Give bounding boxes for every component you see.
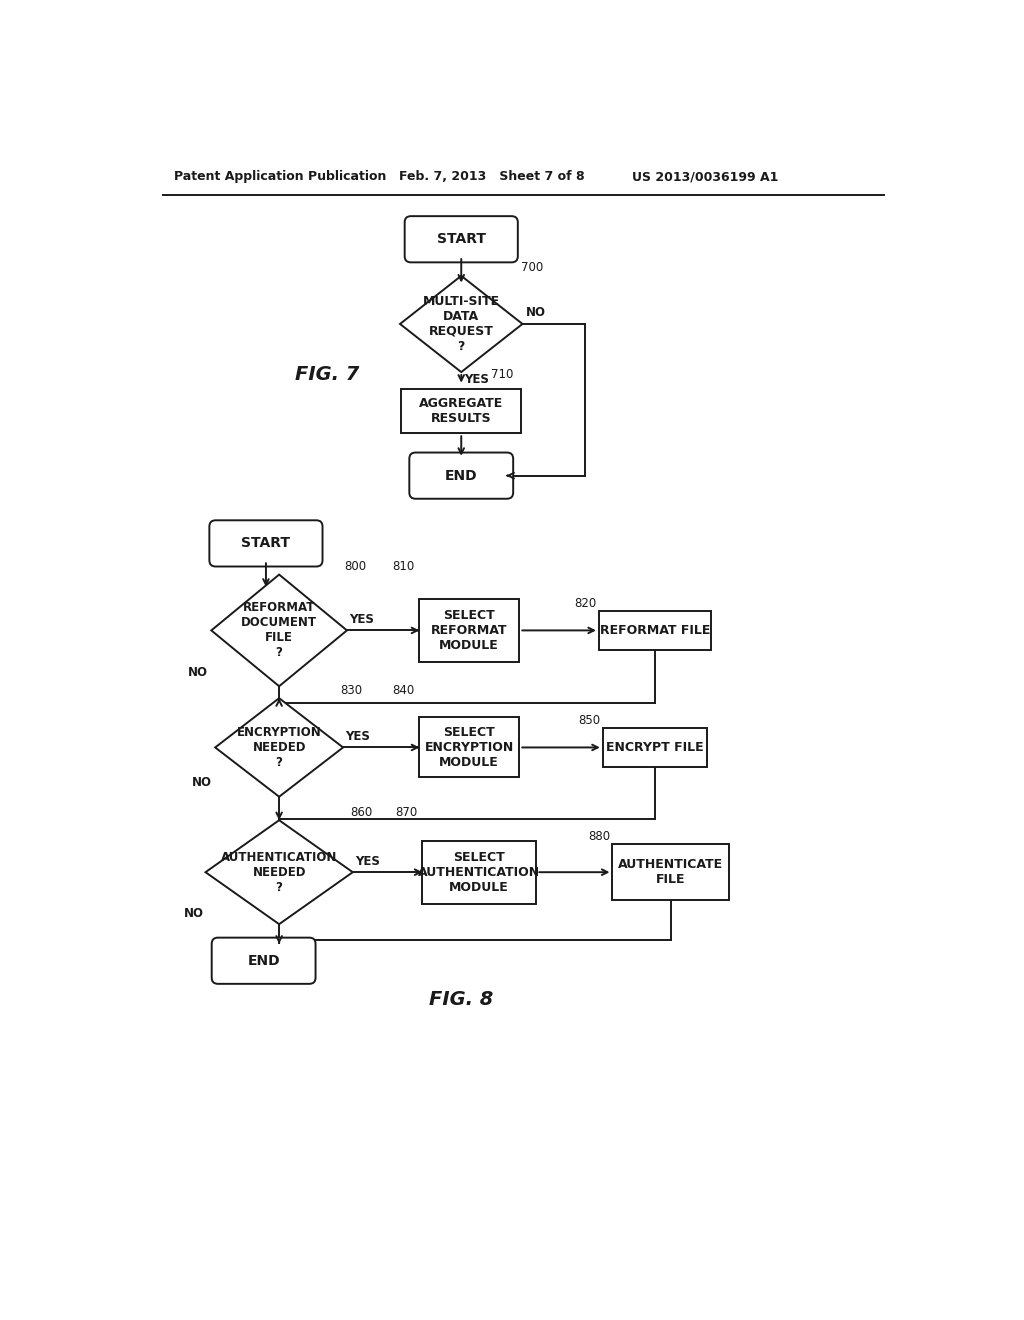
Text: YES: YES	[345, 730, 371, 743]
Text: 800: 800	[345, 560, 367, 573]
Polygon shape	[400, 276, 522, 372]
Text: 850: 850	[579, 714, 600, 726]
Text: 810: 810	[392, 560, 415, 573]
Bar	[603, 729, 708, 767]
Text: Patent Application Publication: Patent Application Publication	[174, 170, 387, 183]
Text: 860: 860	[350, 805, 373, 818]
Polygon shape	[211, 574, 347, 686]
Text: AUTHENTICATION
NEEDED
?: AUTHENTICATION NEEDED ?	[221, 850, 337, 894]
Text: END: END	[248, 954, 280, 968]
FancyBboxPatch shape	[212, 937, 315, 983]
Text: START: START	[437, 232, 485, 247]
Text: FIG. 7: FIG. 7	[295, 364, 359, 384]
Text: REFORMAT
DOCUMENT
FILE
?: REFORMAT DOCUMENT FILE ?	[241, 602, 317, 660]
Text: 880: 880	[588, 830, 610, 843]
Text: 710: 710	[490, 368, 513, 381]
Text: SELECT
ENCRYPTION
MODULE: SELECT ENCRYPTION MODULE	[424, 726, 514, 770]
Text: AUTHENTICATE
FILE: AUTHENTICATE FILE	[617, 858, 723, 886]
Bar	[422, 841, 537, 904]
Text: SELECT
AUTHENTICATION
MODULE: SELECT AUTHENTICATION MODULE	[418, 850, 540, 894]
Text: NO: NO	[526, 306, 547, 319]
Polygon shape	[215, 698, 343, 797]
FancyBboxPatch shape	[404, 216, 518, 263]
Text: ENCRYPT FILE: ENCRYPT FILE	[606, 741, 703, 754]
Text: 700: 700	[521, 261, 543, 275]
Text: 830: 830	[341, 684, 362, 697]
Text: NO: NO	[183, 907, 204, 920]
Text: 870: 870	[395, 805, 418, 818]
Text: FIG. 8: FIG. 8	[429, 990, 494, 1008]
Polygon shape	[206, 820, 352, 924]
Text: YES: YES	[355, 854, 380, 867]
Text: YES: YES	[464, 374, 489, 385]
Text: Feb. 7, 2013   Sheet 7 of 8: Feb. 7, 2013 Sheet 7 of 8	[399, 170, 585, 183]
Text: 820: 820	[574, 597, 597, 610]
Text: MULTI-SITE
DATA
REQUEST
?: MULTI-SITE DATA REQUEST ?	[423, 294, 500, 352]
Text: US 2013/0036199 A1: US 2013/0036199 A1	[632, 170, 778, 183]
Bar	[612, 845, 729, 900]
Text: NO: NO	[191, 776, 212, 789]
Bar	[599, 611, 712, 649]
Text: NO: NO	[188, 665, 208, 678]
Bar	[401, 388, 521, 433]
FancyBboxPatch shape	[410, 453, 513, 499]
Text: END: END	[445, 469, 477, 483]
FancyBboxPatch shape	[209, 520, 323, 566]
Text: SELECT
REFORMAT
MODULE: SELECT REFORMAT MODULE	[431, 609, 507, 652]
Text: REFORMAT FILE: REFORMAT FILE	[600, 624, 711, 638]
Bar	[419, 599, 519, 663]
Text: YES: YES	[349, 612, 374, 626]
Text: 840: 840	[392, 684, 415, 697]
Text: ENCRYPTION
NEEDED
?: ENCRYPTION NEEDED ?	[237, 726, 322, 770]
Text: AGGREGATE
RESULTS: AGGREGATE RESULTS	[419, 397, 504, 425]
Bar	[419, 718, 519, 777]
Text: START: START	[242, 536, 291, 550]
